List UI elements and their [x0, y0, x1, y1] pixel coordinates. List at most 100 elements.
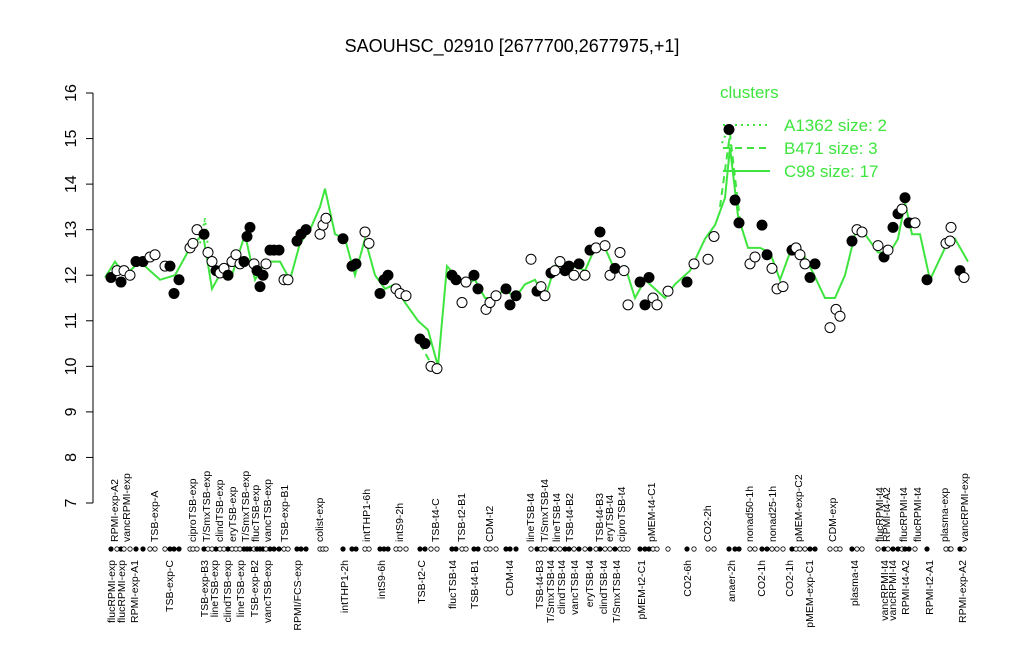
data-point [198, 228, 210, 240]
cluster-line [199, 125, 736, 267]
x-tick-label: flucRPMI-t4 [874, 487, 886, 542]
data-point [824, 322, 836, 334]
x-tick-label: clindTSB-t4 [598, 560, 610, 614]
x-tick-label: RPMI-exp-A2 [109, 479, 121, 542]
data-point [359, 226, 371, 238]
sample-dot [194, 546, 200, 552]
sample-dot [566, 546, 572, 552]
x-tick-label: eryTSB-t4 [604, 495, 616, 542]
x-tick-label: RPMI-exp-A1 [129, 560, 141, 623]
x-tick-label: flucRPMI-t4 [912, 487, 924, 542]
data-point [254, 281, 266, 293]
x-tick-label: plasma-exp [939, 488, 951, 542]
x-tick-label: lineTSB-t4 [525, 493, 537, 542]
x-tick-label: vancTSB-t4 [569, 560, 581, 615]
data-point [729, 194, 741, 206]
data-point [244, 221, 256, 233]
x-tick-label: vancTSB-exp [262, 560, 274, 623]
sample-dot [127, 546, 133, 552]
y-tick-label: 11 [63, 312, 80, 329]
data-point [468, 269, 480, 281]
data-point [622, 299, 634, 311]
x-tick-label: vancRPMI-exp [959, 473, 971, 542]
sample-dot [759, 546, 765, 552]
sample-dot [552, 546, 558, 552]
x-tick-label: nonad25-1h [767, 486, 779, 542]
x-tick-label: clindTSB-exp [222, 560, 234, 623]
data-point [749, 251, 761, 263]
sample-dot [171, 546, 177, 552]
sample-dot [736, 546, 742, 552]
data-point [590, 242, 602, 254]
data-point [634, 276, 646, 288]
sample-dot [780, 546, 786, 552]
sample-dot [140, 546, 146, 552]
sample-dot [528, 546, 534, 552]
sample-dot [705, 546, 711, 552]
sample-dot [837, 546, 843, 552]
data-point [314, 228, 326, 240]
data-point [363, 237, 375, 249]
data-point [490, 290, 502, 302]
sample-dot [691, 546, 697, 552]
data-point [846, 235, 858, 247]
x-tick-label: TSB-exp-A [149, 491, 161, 542]
x-tick-label: flucRPMI-t4 [898, 487, 910, 542]
x-tick-label: lineTSB-exp [209, 560, 221, 617]
x-tick-label: flucRPMI-exp [106, 560, 118, 623]
sample-dot [752, 546, 758, 552]
sample-dot [493, 546, 499, 552]
data-point [419, 338, 431, 350]
sample-dot [807, 546, 813, 552]
y-tick-label: 10 [63, 357, 80, 375]
y-tick-label: 9 [63, 407, 80, 416]
sample-dot [571, 546, 577, 552]
x-tick-label: TSB-t4-B3 [594, 493, 606, 542]
legend: clusters [720, 83, 779, 102]
sample-dot [764, 546, 770, 552]
data-point [614, 246, 626, 258]
data-point [382, 269, 394, 281]
x-tick-label: CO2-1h [756, 560, 768, 597]
x-tick-label: pMEM-exp-C2 [793, 474, 805, 542]
data-point [300, 224, 312, 236]
sample-dot [285, 546, 291, 552]
x-tick-label: TSB-exp-B3 [199, 560, 211, 617]
sample-dot [507, 546, 513, 552]
legend-label: C98 size: 17 [784, 162, 879, 181]
data-point [504, 299, 516, 311]
chart-title: SAOUHSC_02910 [2677700,2677975,+1] [345, 36, 680, 57]
data-point [500, 283, 512, 295]
data-point [921, 274, 933, 286]
legend-title: clusters [720, 83, 779, 102]
data-point [241, 231, 253, 242]
y-tick-label: 7 [63, 498, 80, 507]
data-point [206, 256, 218, 268]
data-point [944, 235, 956, 247]
data-point [230, 249, 242, 261]
sample-dot [147, 546, 153, 552]
x-tick-label: eryTSB-t4 [584, 560, 596, 607]
sample-dot [769, 546, 775, 552]
sample-dot [637, 546, 643, 552]
data-point [809, 258, 821, 270]
sample-dot [854, 546, 860, 552]
x-tick-label: ciproTSB-t4 [616, 486, 628, 542]
sample-dot [859, 546, 865, 552]
x-tick-label: RPMI-t4-A2 [900, 560, 912, 615]
x-tick-label: TSB-t4-B2 [564, 493, 576, 542]
x-tick-label: T/SmxTSB-t4 [611, 560, 623, 623]
data-point [688, 258, 700, 270]
data-point [834, 310, 846, 322]
x-tick-label: TSB-exp-C [164, 560, 176, 612]
x-tick-label: intS9-2h [394, 503, 406, 542]
x-tick-label: colist-exp [314, 497, 326, 542]
sample-dot [875, 546, 881, 552]
x-tick-label: vancRPMI-exp [121, 473, 133, 542]
sample-dot [912, 546, 918, 552]
sample-dot [726, 546, 732, 552]
sample-dot [961, 546, 967, 552]
data-point [273, 244, 285, 256]
x-tick-label: RPMI/FCS-exp [292, 560, 304, 631]
x-tick-label: vancRPMI-t4 [887, 560, 899, 621]
